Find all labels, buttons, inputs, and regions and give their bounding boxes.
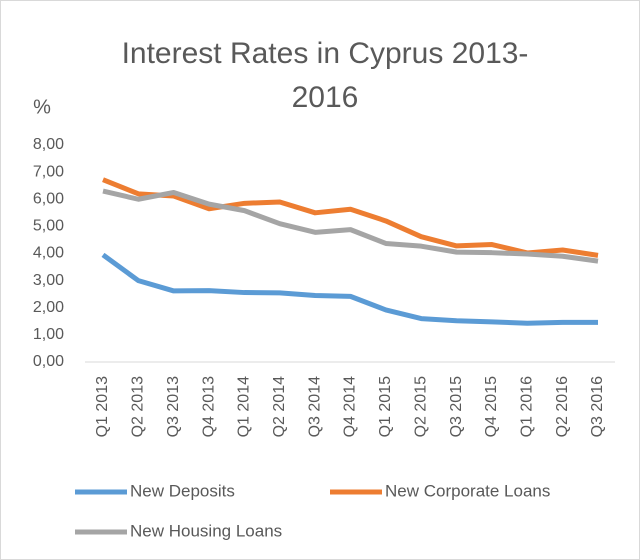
y-tick-label: 1,00 xyxy=(33,326,64,343)
x-tick-label: Q3 2014 xyxy=(306,376,323,437)
x-tick-label: Q3 2016 xyxy=(589,376,606,437)
x-tick-label: Q2 2015 xyxy=(412,376,429,437)
series-line xyxy=(102,177,599,258)
series-line xyxy=(102,188,599,264)
y-tick-label: 0,00 xyxy=(33,353,64,370)
x-tick-label: Q3 2015 xyxy=(448,376,465,437)
x-tick-label: Q4 2015 xyxy=(483,376,500,437)
x-tick-label: Q2 2014 xyxy=(271,376,288,437)
y-axis-label: % xyxy=(33,96,51,118)
x-tick-label: Q4 2013 xyxy=(200,376,217,437)
x-tick-label: Q1 2013 xyxy=(94,376,111,437)
x-tick-label: Q3 2013 xyxy=(165,376,182,437)
chart-title: Interest Rates in Cyprus 2013-2016 xyxy=(121,37,529,114)
legend-label: New Housing Loans xyxy=(130,521,282,540)
x-tick-label: Q1 2014 xyxy=(236,376,253,437)
y-tick-label: 8,00 xyxy=(33,136,64,153)
x-tick-label: Q2 2013 xyxy=(130,376,147,437)
x-tick-label: Q1 2016 xyxy=(519,376,536,437)
x-tick-label: Q4 2014 xyxy=(342,376,359,437)
legend-label: New Corporate Loans xyxy=(385,481,550,500)
x-tick-label: Q2 2016 xyxy=(554,376,571,437)
series-line xyxy=(101,252,598,326)
legend-label: New Deposits xyxy=(130,481,235,500)
y-tick-label: 5,00 xyxy=(33,218,64,235)
x-tick-label: Q1 2015 xyxy=(377,376,394,437)
y-tick-label: 3,00 xyxy=(33,272,64,289)
y-tick-label: 6,00 xyxy=(33,190,64,207)
y-tick-label: 7,00 xyxy=(33,163,64,180)
y-tick-label: 2,00 xyxy=(33,299,64,316)
y-tick-label: 4,00 xyxy=(33,245,64,262)
